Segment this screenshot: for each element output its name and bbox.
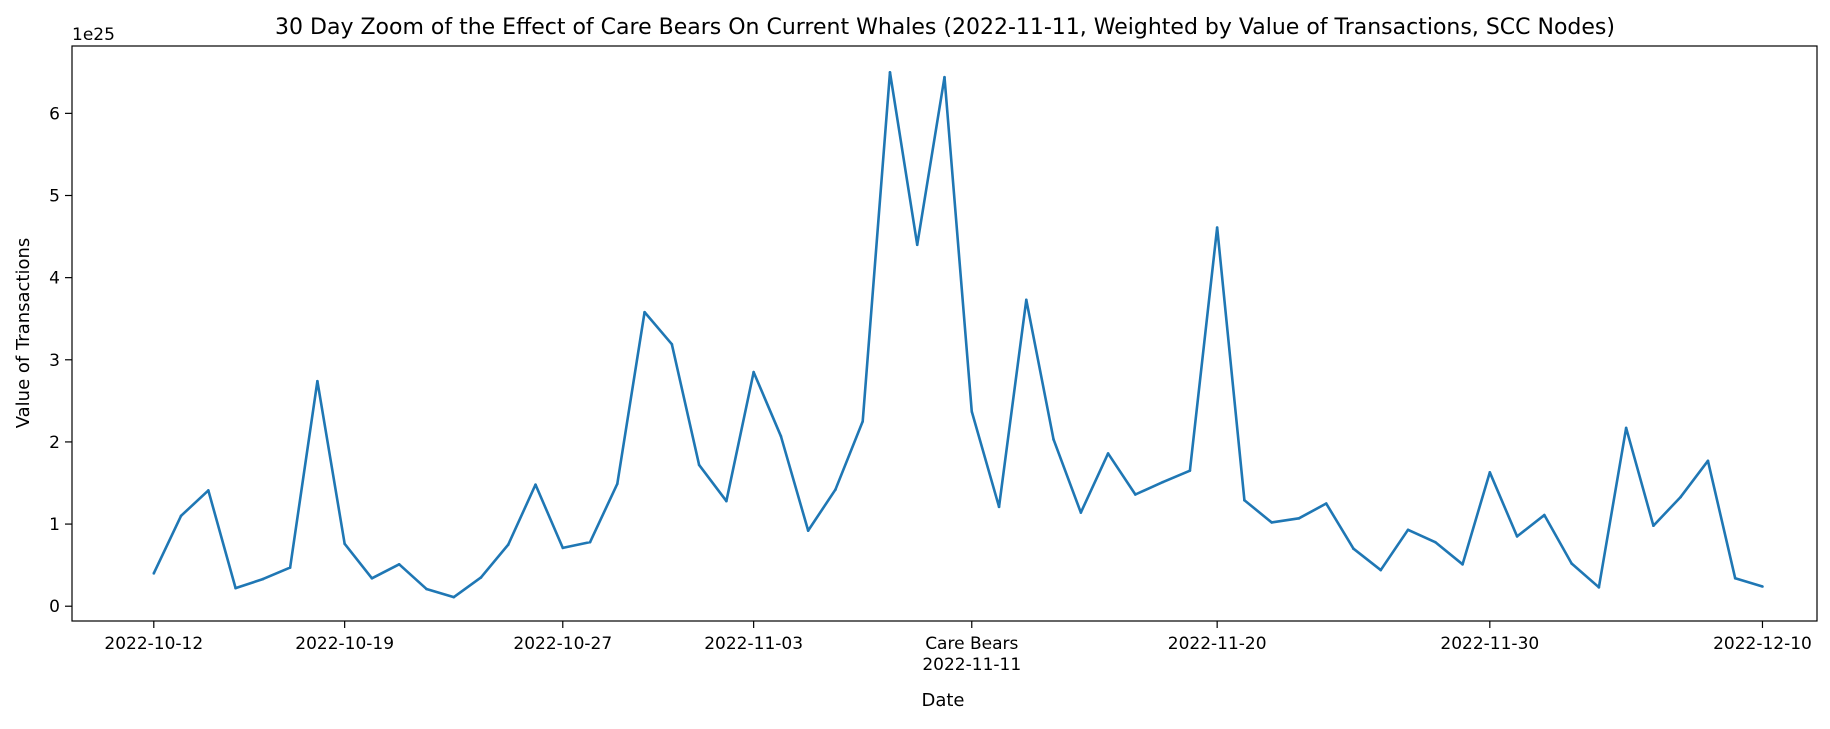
data-point [179,514,183,518]
data-point [1161,480,1164,484]
data-point [1379,568,1383,572]
x-tick-label: 2022-11-30 [1440,634,1539,654]
chart-title: 30 Day Zoom of the Effect of Care Bears … [275,15,1615,40]
data-point [452,595,456,599]
data-point [616,482,619,486]
x-tick-label: 2022-10-27 [513,634,612,654]
y-tick-label: 0 [49,597,60,617]
data-point [1652,524,1655,528]
x-tick-label: 2022-12-10 [1713,634,1812,654]
plot-area-frame [71,45,1818,622]
data-point [1243,498,1246,502]
data-point [425,587,428,591]
data-point [1761,585,1764,588]
data-point [1106,452,1110,455]
data-point [1352,547,1355,551]
data-point [1134,493,1137,496]
data-point [1270,521,1273,524]
x-tick-label: 2022-11-03 [704,634,803,654]
data-point [915,243,919,247]
y-tick-label: 4 [49,269,60,289]
data-point [697,463,701,467]
data-point [397,563,401,566]
y-tick-label: 5 [49,187,60,207]
y-tick-label: 3 [49,351,60,371]
data-point [1461,563,1464,566]
series-line [152,70,1763,599]
data-point [1706,459,1710,463]
data-point [588,540,592,544]
data-point [834,488,837,491]
data-point [261,577,265,581]
data-point [1297,517,1301,520]
y-tick-label: 6 [49,104,60,124]
y-axis-offset-label: 1e25 [72,25,115,45]
data-point [861,420,864,423]
data-point [970,410,974,413]
x-tick-label: Care Bears [925,634,1018,654]
data-point [1624,426,1628,430]
data-point [207,489,210,492]
data-point [343,542,346,546]
data-point [888,70,892,74]
data-point [943,75,946,79]
data-point [806,529,810,532]
data-point [670,342,674,346]
x-tick-label: 2022-11-11 [922,655,1021,675]
data-point [1488,471,1492,474]
y-tick-label: 2 [49,433,60,453]
x-tick-label: 2022-10-19 [295,634,394,654]
data-point [1188,469,1192,472]
data-point [1733,576,1737,580]
data-point [1215,226,1219,229]
series-layer [152,70,1764,599]
data-point [1597,586,1601,589]
data-point [152,572,156,575]
y-axis-label: Value of Transactions [13,238,34,429]
data-point [1324,502,1328,505]
y-tick-label: 1 [49,515,60,535]
data-point [370,576,374,580]
data-point [1025,298,1028,302]
data-point [779,434,783,438]
data-point [643,310,646,314]
x-tick-label: 2022-11-20 [1168,634,1267,654]
data-point [997,505,1001,509]
data-point [1433,540,1437,544]
data-point [561,546,565,550]
data-point [506,543,510,546]
data-point [1052,438,1055,441]
data-point [1079,511,1083,514]
data-point [1679,495,1682,499]
data-point [316,379,319,383]
axis-ticks: 0 1 2 3 4 5 6 2022-10-12 2022-10-19 2022-10-27 202… [49,104,1812,675]
data-point [725,499,728,503]
data-point [1543,513,1546,517]
data-point [479,576,483,579]
data-point [1406,528,1410,532]
data-point [752,370,755,374]
data-point [234,586,237,590]
data-point [288,566,292,569]
data-point [534,483,537,486]
x-axis-label: Date [921,690,964,711]
data-point [1515,535,1519,538]
data-point [1570,562,1573,565]
x-tick-label: 2022-10-12 [104,634,203,654]
